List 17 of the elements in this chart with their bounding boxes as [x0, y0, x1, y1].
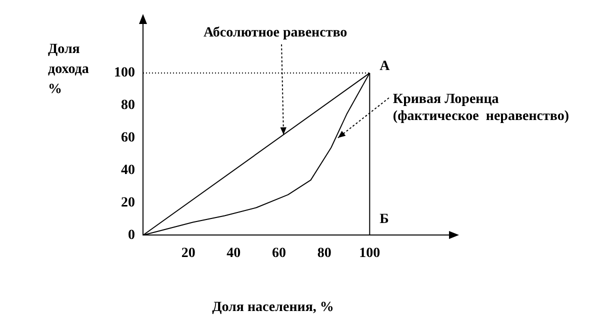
x-tick-label: 60 — [272, 246, 286, 262]
x-tick-label: 100 — [359, 246, 380, 262]
annotation: А — [380, 59, 391, 74]
y-tick-label: 100 — [114, 66, 135, 81]
x-tick-label: 40 — [226, 246, 241, 262]
x-tick-label: 20 — [181, 246, 196, 262]
annotation: Б — [380, 212, 389, 228]
y-tick-label: 40 — [121, 162, 135, 178]
y-tick-label: 0 — [128, 228, 135, 243]
y-tick-label: 20 — [121, 195, 135, 210]
y-tick-label: 60 — [121, 130, 135, 146]
annotation: Кривая Лоренца (фактическое неравенство) — [392, 92, 570, 124]
y-axis-title: Доля дохода % — [48, 42, 89, 97]
x-axis-title: Доля населения, % — [212, 300, 334, 315]
annotation: Абсолютное равенство — [204, 25, 348, 40]
y-tick-label: 80 — [121, 98, 135, 114]
x-tick-label: 80 — [317, 246, 332, 262]
